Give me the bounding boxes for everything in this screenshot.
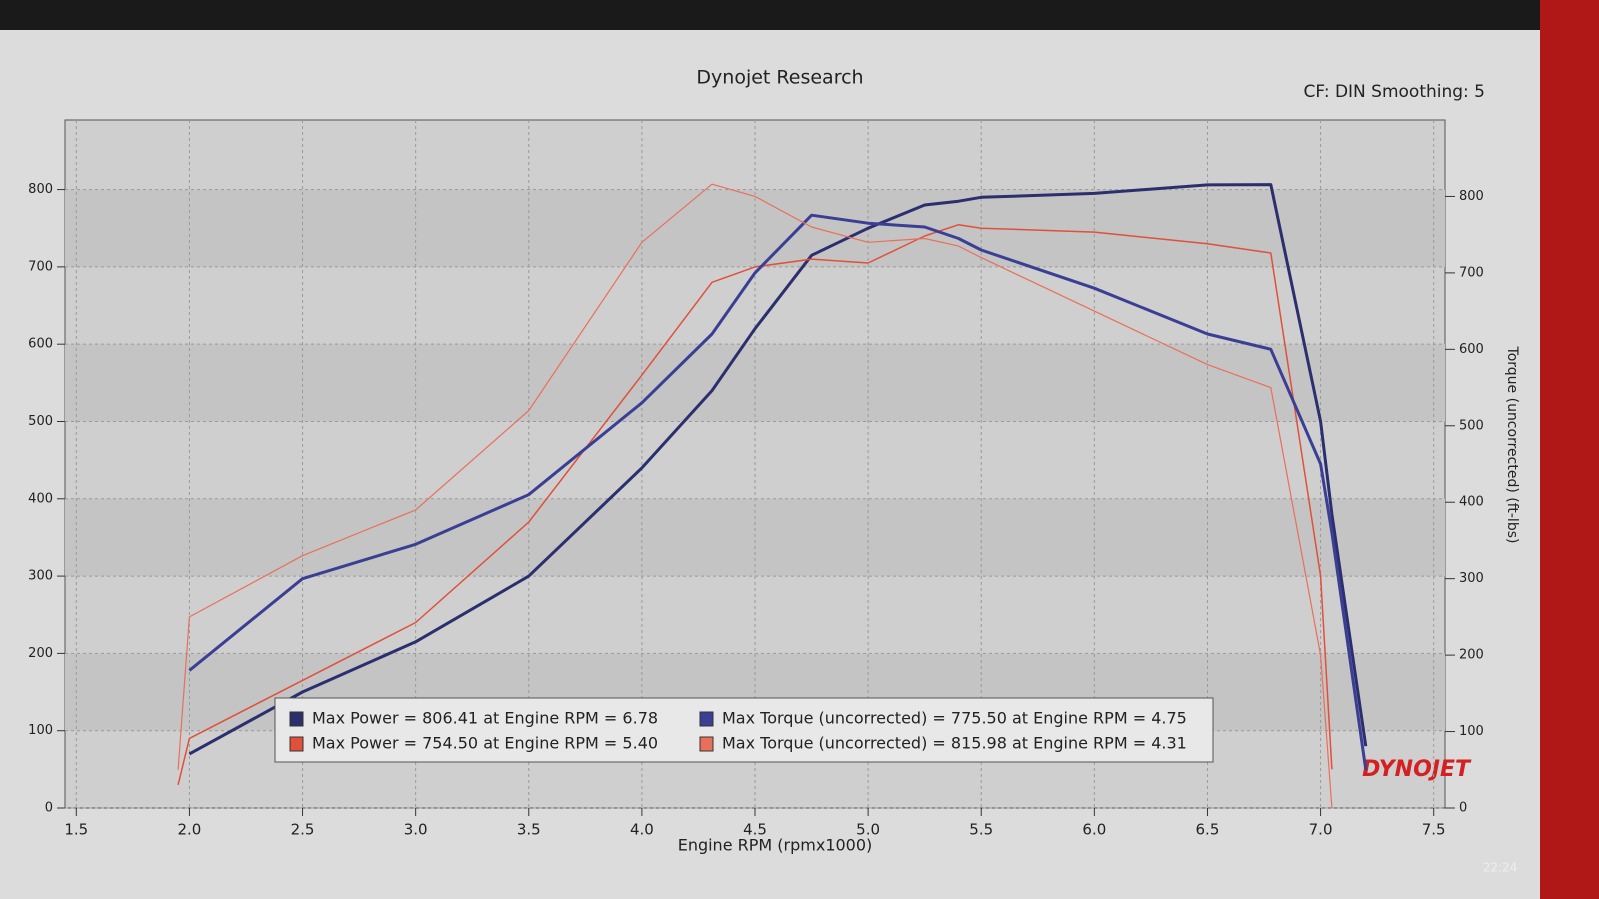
y-tick-label: 300	[28, 569, 53, 584]
legend-box	[274, 697, 1214, 763]
x-tick-label: 4.5	[743, 821, 767, 839]
chart-subtitle: CF: DIN Smoothing: 5	[1303, 82, 1485, 102]
y-tick-label: 100	[28, 723, 53, 738]
legend: Max Power = 806.41 at Engine RPM = 6.78 M…	[289, 709, 1187, 753]
y2-tick-label: 800	[1459, 189, 1484, 204]
legend-label: Max Torque (uncorrected) = 775.50 at Eng…	[722, 709, 1187, 728]
series-line	[188, 213, 1368, 771]
y-tick-label: 200	[28, 646, 53, 661]
x-tick-label: 2.5	[291, 821, 315, 839]
legend-swatch	[289, 736, 304, 752]
x-tick-label: 7.5	[1422, 821, 1446, 839]
grid-layer: 0 100 200 300 400 500 600 700 800 0 100 200 300 400 50…	[28, 120, 1484, 839]
y-tick-label: 700	[28, 259, 53, 274]
bezel-edge	[1540, 0, 1599, 899]
x-tick-label: 6.0	[1082, 821, 1106, 839]
chart-title: Dynojet Research	[696, 67, 863, 89]
legend-label: Max Power = 806.41 at Engine RPM = 6.78	[312, 709, 658, 728]
x-tick-label: 4.0	[630, 821, 654, 839]
y2-tick-label: 600	[1459, 342, 1484, 357]
series-line	[177, 223, 1333, 785]
y2-tick-label: 700	[1459, 265, 1484, 280]
clock: 22:24	[1483, 861, 1518, 875]
x-tick-label: 5.5	[969, 821, 993, 839]
x-axis-label: Engine RPM (rpmx1000)	[678, 836, 873, 855]
legend-label: Max Power = 754.50 at Engine RPM = 5.40	[312, 734, 658, 753]
x-tick-label: 2.0	[177, 821, 201, 839]
x-tick-label: 1.5	[64, 821, 88, 839]
x-tick-label: 3.0	[404, 821, 428, 839]
legend-label: Max Torque (uncorrected) = 815.98 at Eng…	[722, 734, 1187, 753]
x-tick-label: 5.0	[856, 821, 880, 839]
y2-tick-label: 500	[1459, 418, 1484, 433]
series-line	[177, 183, 1333, 809]
lines-layer	[177, 183, 1368, 809]
y2-tick-label: 300	[1459, 571, 1484, 586]
y2-tick-label: 200	[1459, 648, 1484, 663]
x-tick-label: 3.5	[517, 821, 541, 839]
y2-tick-label: 400	[1459, 495, 1484, 510]
legend-swatch	[699, 711, 714, 727]
y2-axis-label: Torque (uncorrected) (ft-lbs)	[1504, 346, 1520, 544]
y2-tick-label: 0	[1459, 801, 1467, 816]
y-tick-label: 400	[28, 491, 53, 506]
x-tick-label: 7.0	[1309, 821, 1333, 839]
series-line	[188, 183, 1368, 756]
y2-tick-label: 100	[1459, 724, 1484, 739]
y-tick-label: 500	[28, 414, 53, 429]
logo: DYNOJET	[1362, 757, 1472, 782]
x-tick-label: 6.5	[1196, 821, 1220, 839]
y-tick-label: 600	[28, 337, 53, 352]
y-tick-label: 0	[45, 801, 53, 816]
y-tick-label: 800	[28, 182, 53, 197]
legend-swatch	[289, 711, 304, 727]
legend-swatch	[699, 736, 714, 752]
